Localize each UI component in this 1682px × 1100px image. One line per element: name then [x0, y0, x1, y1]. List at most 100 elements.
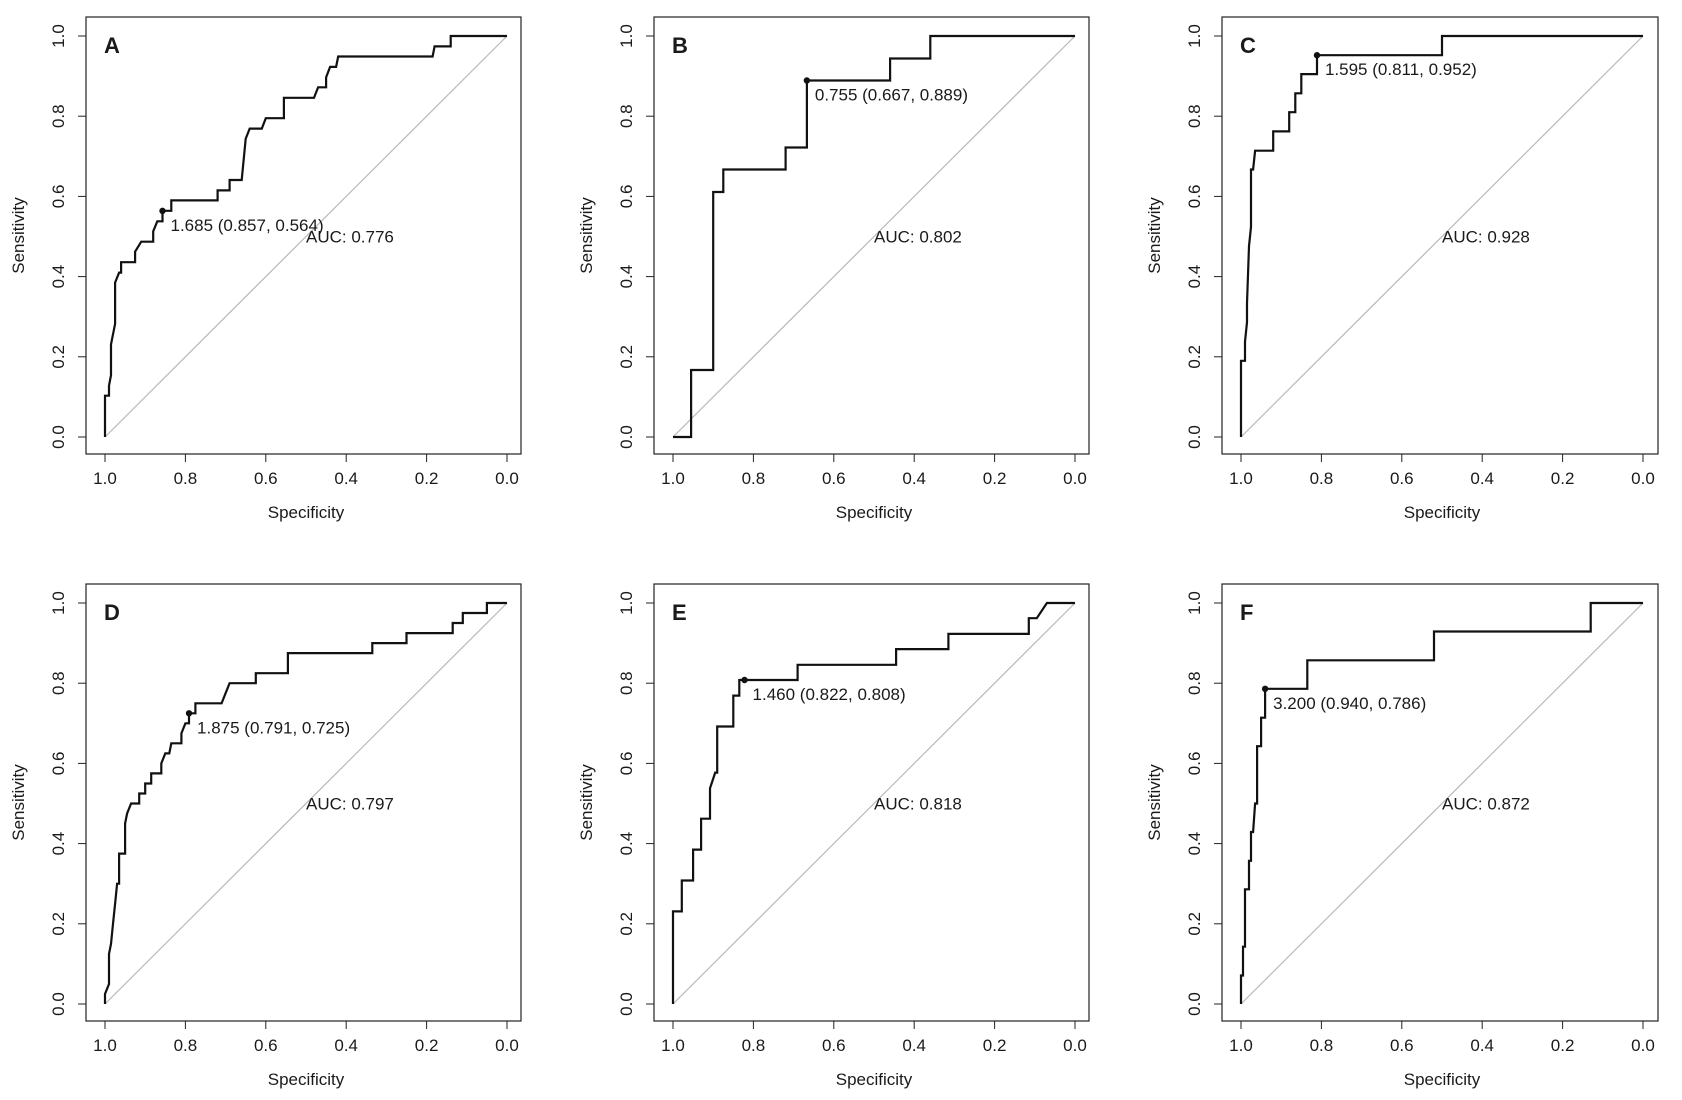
panel-d-x-tick-label: 0.8: [174, 1036, 198, 1055]
panel-c-x-tick-label: 0.4: [1470, 469, 1494, 488]
panel-f-y-tick-label: 0.4: [1185, 832, 1204, 856]
panel-b-roc-curve: [673, 34, 1075, 439]
panel-b-threshold-label: 0.755 (0.667, 0.889): [815, 86, 968, 105]
panel-f-x-axis: 1.0 0.8 0.6 0.4 0.2 0.0: [1229, 1020, 1655, 1055]
panel-c-x-tick-label: 0.0: [1631, 469, 1655, 488]
panel-f-threshold-label: 3.200 (0.940, 0.786): [1273, 694, 1426, 713]
panel-d-y-tick-label: 0.0: [49, 992, 68, 1016]
panel-b-x-axis-title: Specificity: [836, 503, 913, 522]
panel-b-auc-label: AUC: 0.802: [874, 228, 962, 247]
panel-d-frame: [85, 583, 522, 1022]
panel-b-frame: [653, 16, 1090, 455]
panel-b-y-tick-label: 0.4: [617, 265, 636, 289]
panel-f: 1.0 0.8 0.6 0.4 0.2 0.0Specificity0.00.20.40.…: [1145, 583, 1659, 1089]
panel-b: 1.0 0.8 0.6 0.4 0.2 0.0Specificity0.00.20.40.…: [577, 16, 1090, 522]
panel-b-y-tick-label: 0.2: [617, 345, 636, 369]
panel-b-x-tick-label: 0.8: [742, 469, 766, 488]
panel-b-y-tick-label: 0.6: [617, 185, 636, 209]
panel-a-y-tick-label: 0.2: [49, 345, 68, 369]
panel-f-roc-curve: [1239, 601, 1643, 1004]
panel-d-x-axis-title: Specificity: [268, 1070, 345, 1089]
panel-a-x-axis-title: Specificity: [268, 503, 345, 522]
panel-d-y-tick-label: 0.6: [49, 752, 68, 776]
panel-c: 1.0 0.8 0.6 0.4 0.2 0.0 Specificity 0.00.20.40.…: [1145, 16, 1659, 522]
panel-f-reference-diagonal: [1240, 602, 1644, 1005]
panel-d-x-tick-label: 0.0: [495, 1036, 519, 1055]
panel-e-y-tick-label: 0.4: [617, 832, 636, 856]
panel-c-reference-diagonal: [1240, 35, 1644, 438]
panel-f-y-axis: 0.0 0.2 0.4 0.6 0.8 1.0: [1185, 591, 1223, 1016]
panel-e-x-tick-label: 0.0: [1063, 1036, 1087, 1055]
panel-c-frame: [1221, 16, 1659, 455]
panel-b-y-axis: 0.0 0.2 0.4 0.6 0.8 1.0: [617, 24, 655, 449]
panel-b-y-tick-label: 0.8: [617, 104, 636, 128]
panel-b-letter: B: [672, 33, 688, 58]
panel-b-y-axis-title: Sensitivity: [577, 197, 596, 274]
panel-e-x-tick-label: 1.0: [661, 1036, 685, 1055]
panel-e-letter: E: [672, 600, 687, 625]
panel-a-y-tick-label: 0.0: [49, 425, 68, 449]
panel-d-y-tick-label: 0.8: [49, 671, 68, 695]
panel-c-x-tick-label: 0.8: [1310, 469, 1334, 488]
panel-e-reference-diagonal: [672, 602, 1076, 1005]
panel-c-threshold-label: 1.595 (0.811, 0.952): [1325, 60, 1477, 79]
panel-c-x-tick-label: 0.2: [1551, 469, 1575, 488]
panel-f-x-tick-label: 0.2: [1551, 1036, 1575, 1055]
panel-a-x-tick-label: 1.0: [93, 469, 117, 488]
panel-f-letter: F: [1240, 600, 1253, 625]
panel-c-roc-curve: [1239, 34, 1643, 437]
panel-e-x-axis-title: Specificity: [836, 1070, 913, 1089]
panel-f-y-tick-label: 0.2: [1185, 912, 1204, 936]
panel-f-x-tick-label: 1.0: [1229, 1036, 1253, 1055]
panel-a-x-tick-label: 0.8: [174, 469, 198, 488]
panel-f-auc-label: AUC: 0.872: [1442, 795, 1530, 814]
panel-e-y-tick-label: 0.0: [617, 992, 636, 1016]
panel-a-y-tick-label: 0.4: [49, 265, 68, 289]
panel-b-x-axis: 1.0 0.8 0.6 0.4 0.2 0.0: [661, 453, 1087, 488]
panel-a: 1.0 0.8 0.6 0.4 0.2 0.0Specificity0.00.20.40.…: [9, 16, 522, 522]
panel-c-y-tick-label: 0.0: [1185, 425, 1204, 449]
panel-c-y-tick-label: 0.8: [1185, 104, 1204, 128]
panel-d-y-tick-label: 0.2: [49, 912, 68, 936]
panel-a-x-tick-label: 0.4: [334, 469, 358, 488]
panel-b-x-tick-label: 0.0: [1063, 469, 1087, 488]
panel-a-x-axis: 1.0 0.8 0.6 0.4 0.2 0.0: [93, 453, 519, 488]
panel-a-frame: [85, 16, 522, 455]
panel-e-y-tick-label: 0.2: [617, 912, 636, 936]
panel-f-y-tick-label: 0.6: [1185, 752, 1204, 776]
panel-c-x-tick-label: 0.6: [1390, 469, 1414, 488]
panel-e-y-axis: 0.0 0.2 0.4 0.6 0.8 1.0: [617, 591, 655, 1016]
panel-a-x-tick-label: 0.2: [415, 469, 439, 488]
panel-d-y-axis: 0.0 0.2 0.4 0.6 0.8 1.0: [49, 591, 87, 1016]
panel-d-letter: D: [104, 600, 120, 625]
panel-c-letter: C: [1240, 33, 1256, 58]
panel-a-y-axis: 0.0 0.2 0.4 0.6 0.8 1.0: [49, 24, 87, 449]
panel-c-auc-label: AUC: 0.928: [1442, 228, 1530, 247]
panel-d-auc-label: AUC: 0.797: [306, 795, 394, 814]
panel-b-x-tick-label: 1.0: [661, 469, 685, 488]
panel-e-x-tick-label: 0.2: [983, 1036, 1007, 1055]
panel-d-x-tick-label: 0.4: [334, 1036, 358, 1055]
panel-a-y-axis-title: Sensitivity: [9, 197, 28, 274]
panel-c-x-axis-title: Specificity: [1404, 503, 1481, 522]
panel-f-threshold-point: [1261, 685, 1269, 693]
panel-c-x-tick-label: 1.0: [1229, 469, 1253, 488]
panel-e-y-tick-label: 1.0: [617, 591, 636, 615]
panel-d-threshold-label: 1.875 (0.791, 0.725): [197, 718, 350, 737]
panel-d-roc-curve: [103, 601, 507, 1004]
panel-a-y-tick-label: 1.0: [49, 24, 68, 48]
panel-d-x-axis: 1.0 0.8 0.6 0.4 0.2 0.0: [93, 1020, 519, 1055]
panel-f-y-tick-label: 0.8: [1185, 671, 1204, 695]
panel-c-y-axis: 0.0 0.2 0.4 0.6 0.8 1.0: [1185, 24, 1223, 449]
panel-b-x-tick-label: 0.2: [983, 469, 1007, 488]
panel-a-reference-diagonal: [104, 35, 508, 438]
panel-c-x-axis: 1.0 0.8 0.6 0.4 0.2 0.0: [1229, 453, 1655, 488]
panel-e-roc-curve: [671, 601, 1075, 1004]
panel-a-roc-curve: [103, 34, 507, 437]
panel-e-x-tick-label: 0.6: [822, 1036, 846, 1055]
panel-d-x-tick-label: 0.6: [254, 1036, 278, 1055]
panel-b-reference-diagonal: [672, 35, 1076, 438]
panel-c-threshold-point: [1313, 52, 1321, 59]
panel-d-x-tick-label: 0.2: [415, 1036, 439, 1055]
